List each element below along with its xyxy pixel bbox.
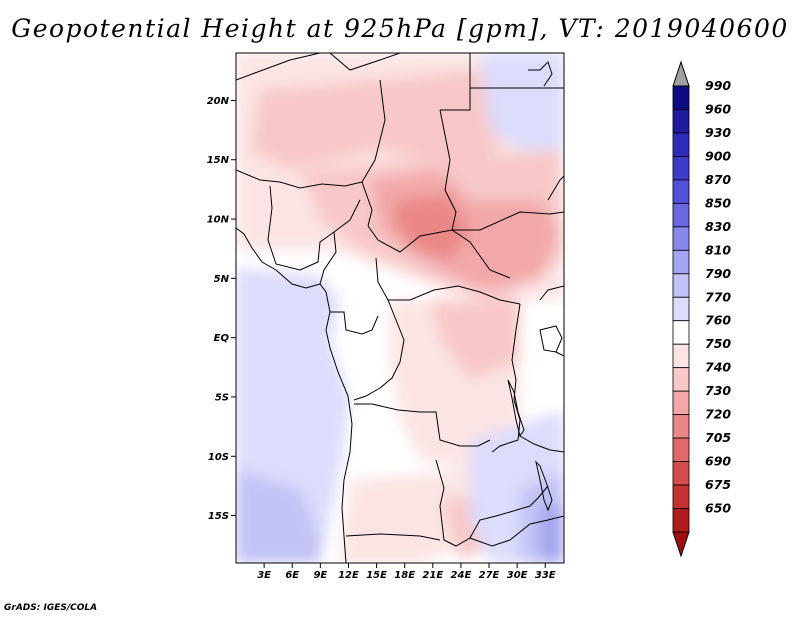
border-drc-angola — [354, 403, 491, 447]
colorbar-label: 740 — [705, 360, 731, 375]
colorbar-label: 960 — [705, 101, 731, 116]
colorbar-swatch — [672, 461, 690, 486]
colorbar-swatch — [672, 109, 690, 134]
border-gabon — [330, 311, 379, 335]
colorbar-swatch — [672, 320, 690, 345]
lon-tick-label: 21E — [422, 570, 443, 581]
border-niger-libya — [329, 53, 401, 71]
lat-tick-label: 15N — [207, 155, 230, 166]
latitude-axis: 20N 15N 10N 5N EQ 5S 10S 15S — [207, 96, 236, 522]
colorbar-swatch — [672, 132, 690, 157]
colorbar-label: 690 — [705, 454, 731, 469]
chart-title: Geopotential Height at 925hPa [gpm], VT:… — [11, 14, 789, 43]
border-chad-sudan — [361, 79, 386, 227]
colorbar-swatch — [672, 202, 690, 228]
border-nigeria — [267, 185, 361, 271]
lon-tick-label: 3E — [257, 570, 271, 581]
lon-tick-label: 33E — [535, 570, 556, 581]
border-angola-zambia — [435, 459, 497, 547]
lon-tick-label: 9E — [313, 570, 327, 581]
lon-tick-label: 30E — [507, 570, 528, 581]
lon-tick-label: 12E — [338, 570, 359, 581]
height-field — [236, 53, 564, 563]
colorbar-label: 730 — [705, 383, 731, 398]
colorbar-swatch — [672, 437, 690, 462]
software-credit: GrADS: IGES/COLA — [4, 603, 98, 613]
colorbar: 990 960 930 900 870 850 830 810 790 770 760 750 740 7… — [672, 60, 731, 558]
colorbar-label: 760 — [705, 313, 731, 328]
lat-tick-label: EQ — [214, 333, 230, 344]
border-south-sudan — [452, 211, 564, 231]
colorbar-label: 750 — [705, 336, 731, 351]
lake-tanganyika — [507, 379, 525, 438]
colorbar-label: 990 — [705, 78, 731, 93]
lat-tick-label: 20N — [207, 96, 230, 107]
lat-tick-label: 10S — [208, 452, 229, 463]
colorbar-swatch — [672, 367, 690, 392]
lake-malawi — [535, 460, 553, 512]
field-shading — [236, 53, 564, 563]
border-car-south — [375, 257, 521, 305]
border-car-north — [367, 225, 511, 279]
colorbar-label: 830 — [705, 219, 731, 234]
colorbar-swatch — [672, 249, 690, 275]
lon-tick-label: 18E — [394, 570, 415, 581]
colorbar-swatch — [672, 156, 690, 181]
colorbar-label: 850 — [705, 195, 731, 210]
border-zambia-tanzania — [519, 435, 564, 453]
colorbar-swatch — [672, 484, 690, 509]
lon-tick-label: 24E — [451, 570, 472, 581]
border-east-uganda — [539, 285, 564, 301]
colorbar-label: 790 — [705, 266, 731, 281]
border-mozambique — [495, 485, 549, 517]
border-libya-sudan — [440, 53, 471, 111]
colorbar-swatch — [672, 273, 690, 298]
lat-tick-label: 10N — [207, 215, 230, 226]
border-congo-drc — [353, 299, 405, 401]
lon-tick-label: 6E — [285, 570, 299, 581]
colorbar-label: 720 — [705, 407, 731, 422]
lat-tick-label: 5S — [215, 392, 229, 403]
border-cameroon — [319, 231, 337, 285]
border-algeria-niger — [236, 53, 321, 81]
border-chad-east — [439, 109, 457, 231]
political-boundaries — [236, 53, 564, 563]
border-drc-east — [491, 303, 521, 453]
colorbar-bottom-arrow — [672, 531, 690, 558]
colorbar-swatch — [672, 85, 690, 110]
border-namibia — [345, 533, 441, 541]
colorbar-top-arrow — [672, 60, 690, 87]
colorbar-label: 770 — [705, 289, 731, 304]
red-sea-coast — [528, 61, 553, 87]
colorbar-label: 650 — [705, 501, 731, 516]
colorbar-label: 900 — [705, 148, 731, 163]
colorbar-label: 675 — [705, 477, 731, 492]
lon-tick-label: 27E — [479, 570, 500, 581]
longitude-axis: 3E 6E 9E 12E 15E 18E 21E 24E 27E 30E 33E — [257, 563, 556, 581]
colorbar-swatch — [672, 390, 690, 416]
plot-frame — [235, 52, 565, 564]
lat-tick-label: 15S — [208, 511, 229, 522]
colorbar-swatch — [672, 414, 690, 439]
colorbar-swatch — [672, 296, 690, 322]
colorbar-label: 705 — [705, 430, 731, 445]
border-zambia-south — [469, 515, 564, 547]
lake-victoria — [539, 325, 563, 353]
border-kenya — [555, 351, 564, 357]
colorbar-label: 810 — [705, 242, 731, 257]
lat-tick-label: 5N — [214, 274, 230, 285]
border-sudan-ethiopia — [547, 175, 564, 201]
lon-tick-label: 15E — [366, 570, 387, 581]
colorbar-swatch — [672, 226, 690, 251]
colorbar-swatch — [672, 179, 690, 204]
colorbar-swatch — [672, 343, 690, 369]
border-sahel-line — [236, 169, 363, 189]
colorbar-label: 870 — [705, 172, 731, 187]
coastline-west — [236, 227, 353, 563]
colorbar-swatch — [672, 508, 690, 533]
colorbar-label: 930 — [705, 125, 731, 140]
